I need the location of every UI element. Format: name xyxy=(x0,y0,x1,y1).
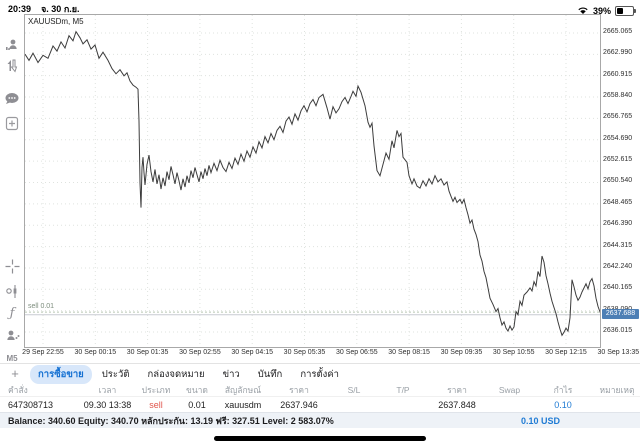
orders-table-row[interactable]: 647308713 09.30 13:38 sell 0.01 xauusdm 2637.… xyxy=(0,396,640,412)
price-tick-label: 2654.690 xyxy=(603,134,633,142)
column-header: คำสั่ง xyxy=(8,384,28,395)
status-bar: 20:39 จ. 30 ก.ย. 39% xyxy=(0,0,640,16)
price-axis: 2665.065 2662.990 2660.915 2658.840 2656.765… xyxy=(602,14,640,348)
battery-percent: 39% xyxy=(592,6,611,16)
row-cell: 647308713 xyxy=(8,399,54,410)
price-tick-label: 2636.015 xyxy=(603,327,633,335)
bottom-tab-bar: + การซื้อขาย ประวัติ กล่องจดหมาย ข่าว บันทึก… xyxy=(0,363,640,384)
time-tick-label: 30 Sep 08:15 xyxy=(388,349,430,356)
buy-sell-arrows-icon[interactable] xyxy=(0,58,24,78)
timeframe-button[interactable]: M5 xyxy=(6,354,18,363)
time-tick-label: 29 Sep 22:55 xyxy=(22,349,64,356)
row-cell: 0.10 xyxy=(554,399,572,410)
time-tick-label: 30 Sep 00:15 xyxy=(74,349,117,356)
tab-item[interactable]: ประวัติ xyxy=(101,368,130,380)
row-cell: xauusdm xyxy=(224,399,262,410)
price-tick-label: 2650.540 xyxy=(603,177,633,185)
column-header: T/P xyxy=(396,384,410,395)
price-tick-label: 2652.615 xyxy=(603,156,633,164)
account-summary-text: Balance: 340.60 Equity: 340.70 หลักประกั… xyxy=(8,415,334,426)
price-tick-label: 2662.990 xyxy=(603,49,633,57)
row-cell: sell xyxy=(149,399,163,410)
row-cell: 0.01 xyxy=(188,399,206,410)
column-header: เวลา xyxy=(98,384,117,395)
price-tick-label: 2665.065 xyxy=(603,27,633,35)
indicators-icon[interactable]: ƒ xyxy=(9,306,15,321)
orders-table-header: คำสั่ง เวลา ประเภท ขนาด สัญลักษณ์ ราคา S/L T/P ร… xyxy=(0,383,640,396)
tab-item[interactable]: บันทึก xyxy=(257,368,283,380)
price-tick-label: 2656.765 xyxy=(603,113,633,121)
row-cell: 09.30 13:38 xyxy=(83,399,132,410)
price-tick-label: 2642.240 xyxy=(603,262,633,270)
new-order-icon[interactable] xyxy=(0,116,24,136)
column-header: S/L xyxy=(347,384,361,395)
chat-icon[interactable] xyxy=(0,92,24,111)
tab-item[interactable]: กล่องจดหมาย xyxy=(147,368,205,380)
crosshair-icon[interactable] xyxy=(0,259,24,279)
price-tick-label: 2644.315 xyxy=(603,241,633,249)
price-tick-label: 2646.390 xyxy=(603,220,633,228)
column-header: หมายเหตุ xyxy=(599,384,635,395)
price-tick-label: 2658.840 xyxy=(603,92,633,100)
position-line-label: sell 0.01 xyxy=(28,303,55,311)
time-tick-label: 30 Sep 01:35 xyxy=(126,349,169,356)
time-tick-label: 30 Sep 06:55 xyxy=(335,349,378,356)
objects-icon[interactable] xyxy=(0,284,24,304)
time-tick-label: 30 Sep 10:55 xyxy=(492,349,535,356)
column-header: ประเภท xyxy=(141,384,171,395)
column-header: สัญลักษณ์ xyxy=(224,384,262,395)
time-axis: 29 Sep 22:55 30 Sep 00:15 30 Sep 01:35 30 S… xyxy=(22,349,640,361)
wifi-icon xyxy=(577,2,589,20)
time-tick-label: 30 Sep 12:15 xyxy=(545,349,587,356)
time-tick-label: 30 Sep 02:55 xyxy=(179,349,221,356)
trade-panel-icon[interactable] xyxy=(0,329,24,348)
time-tick-label: 30 Sep 09:35 xyxy=(440,349,483,356)
column-header: Swap xyxy=(498,384,521,395)
price-tick-label: 2640.165 xyxy=(603,284,633,292)
column-header: ขนาด xyxy=(186,384,208,395)
chart-symbol-label: XAUUSDm, M5 xyxy=(28,17,84,26)
status-date: จ. 30 ก.ย. xyxy=(41,4,80,14)
price-tick-label: 2660.915 xyxy=(603,70,633,78)
column-header: ราคา xyxy=(289,384,309,395)
row-cell: 2637.946 xyxy=(280,399,318,410)
price-chart[interactable]: XAUUSDm, M5 sell 0.01 xyxy=(24,14,601,348)
column-header: ราคา xyxy=(447,384,467,395)
status-time: 20:39 xyxy=(8,4,32,14)
tab-item[interactable]: การตั้งค่า xyxy=(300,368,339,380)
chart-sidebar: ƒ M5 xyxy=(0,14,24,363)
time-tick-label: 30 Sep 13:35 xyxy=(597,349,640,356)
account-icon[interactable] xyxy=(0,38,24,58)
current-price-badge: 2637.688 xyxy=(602,308,639,319)
tab-selected[interactable]: การซื้อขาย xyxy=(30,364,92,384)
time-tick-label: 30 Sep 04:15 xyxy=(231,349,274,356)
column-header: กำไร xyxy=(553,384,573,395)
price-tick-label: 2648.465 xyxy=(603,198,633,206)
home-indicator[interactable] xyxy=(214,436,426,441)
row-cell: 2637.848 xyxy=(438,399,476,410)
account-summary-profit: 0.10 USD xyxy=(520,415,560,426)
account-summary-bar: Balance: 340.60 Equity: 340.70 หลักประกั… xyxy=(0,412,640,428)
time-tick-label: 30 Sep 05:35 xyxy=(283,349,326,356)
add-tab-icon[interactable]: + xyxy=(11,366,19,381)
battery-icon xyxy=(615,6,636,16)
tab-item[interactable]: ข่าว xyxy=(222,368,240,380)
chart-svg xyxy=(25,15,600,347)
